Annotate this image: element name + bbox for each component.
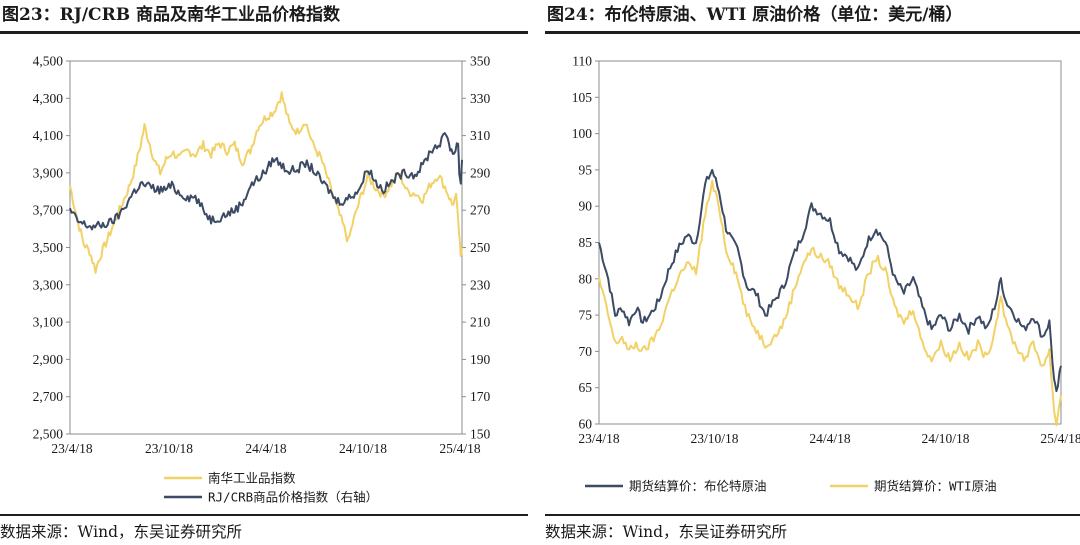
legend-label: 南华工业品指数 — [208, 471, 296, 486]
legend: 南华工业品指数 RJ/CRB商品价格指数（右轴） — [164, 471, 378, 505]
series-line-2 — [598, 179, 1062, 427]
source-rule — [545, 514, 1080, 516]
y-tick-label: 85 — [579, 235, 593, 250]
y-tick-label: 2,700 — [33, 389, 64, 404]
legend-label: RJ/CRB商品价格指数（右轴） — [208, 490, 378, 505]
y-tick-label: 2,900 — [33, 352, 64, 367]
source-note: 数据来源：Wind，东吴证券研究所 — [545, 523, 788, 541]
y-tick-label: 2,500 — [33, 427, 64, 442]
x-tick-label: 24/10/18 — [921, 431, 969, 446]
x-tick-label: 25/4/18 — [1040, 431, 1080, 446]
y-tick-label: 70 — [579, 344, 593, 359]
y-tick-label: 95 — [579, 162, 593, 177]
source-rule — [0, 514, 528, 516]
y2-tick-label: 310 — [470, 128, 491, 143]
y-tick-label: 105 — [572, 90, 593, 105]
title-rule — [545, 31, 1080, 34]
x-tick-label: 24/4/18 — [245, 441, 287, 456]
y2-tick-label: 170 — [470, 389, 491, 404]
y2-tick-label: 330 — [470, 91, 491, 106]
y-tick-label: 3,900 — [33, 165, 64, 180]
legend-label: 期货结算价：布伦特原油 — [629, 479, 767, 494]
chart-title: 图24：布伦特原油、WTI 原油价格（单位：美元/桶） — [547, 5, 963, 25]
chart-panel-right: 图24：布伦特原油、WTI 原油价格（单位：美元/桶） 110 105 100 95 9… — [545, 0, 1080, 545]
x-tick-label: 24/4/18 — [809, 431, 851, 446]
y-tick-label: 100 — [572, 126, 593, 141]
x-tick-label: 25/4/18 — [439, 441, 481, 456]
y2-tick-label: 350 — [470, 54, 491, 69]
y-tick-label: 4,100 — [33, 128, 64, 143]
y2-tick-label: 230 — [470, 277, 491, 292]
x-tick-label: 23/4/18 — [51, 441, 93, 456]
series-line-1 — [69, 91, 463, 274]
y2-tick-label: 270 — [470, 203, 491, 218]
y-tick-label: 3,500 — [33, 240, 64, 255]
y2-tick-label: 290 — [470, 165, 491, 180]
y-tick-label: 65 — [579, 380, 593, 395]
y-tick-label: 3,700 — [33, 203, 64, 218]
y2-tick-label: 250 — [470, 240, 491, 255]
y-tick-label: 80 — [579, 271, 593, 286]
y-tick-label: 3,300 — [33, 277, 64, 292]
y2-tick-label: 190 — [470, 352, 491, 367]
y-tick-label: 90 — [579, 199, 593, 214]
legend-label: 期货结算价：WTI原油 — [874, 479, 997, 494]
legend: 期货结算价：布伦特原油 期货结算价：WTI原油 — [585, 479, 997, 494]
plot-area: 4,500 4,300 4,100 3,900 3,700 3,500 3,300 3,100… — [33, 54, 491, 457]
x-tick-label: 23/10/18 — [145, 441, 193, 456]
series-line-2 — [69, 132, 463, 231]
y-tick-label: 75 — [579, 308, 593, 323]
chart-svg-left: 4,500 4,300 4,100 3,900 3,700 3,500 3,300 3,100… — [33, 54, 491, 505]
y-tick-label: 110 — [572, 54, 592, 69]
y-tick-label: 3,100 — [33, 315, 64, 330]
x-tick-label: 23/4/18 — [578, 431, 620, 446]
title-rule — [0, 31, 528, 34]
y-tick-label: 60 — [579, 417, 593, 432]
y2-tick-label: 210 — [470, 315, 491, 330]
series-line-1 — [598, 168, 1062, 393]
plot-frame — [598, 60, 1062, 425]
x-tick-label: 23/10/18 — [690, 431, 738, 446]
plot-frame — [69, 60, 463, 435]
source-note: 数据来源：Wind，东吴证券研究所 — [0, 523, 243, 541]
y-tick-label: 4,300 — [33, 91, 64, 106]
x-tick-label: 24/10/18 — [339, 441, 387, 456]
chart-title: 图23：RJ/CRB 商品及南华工业品价格指数 — [2, 5, 340, 25]
y-tick-label: 4,500 — [33, 54, 64, 69]
y2-tick-label: 150 — [470, 427, 491, 442]
chart-panel-left: 图23：RJ/CRB 商品及南华工业品价格指数 4,500 4,300 4,100 3… — [0, 0, 528, 545]
